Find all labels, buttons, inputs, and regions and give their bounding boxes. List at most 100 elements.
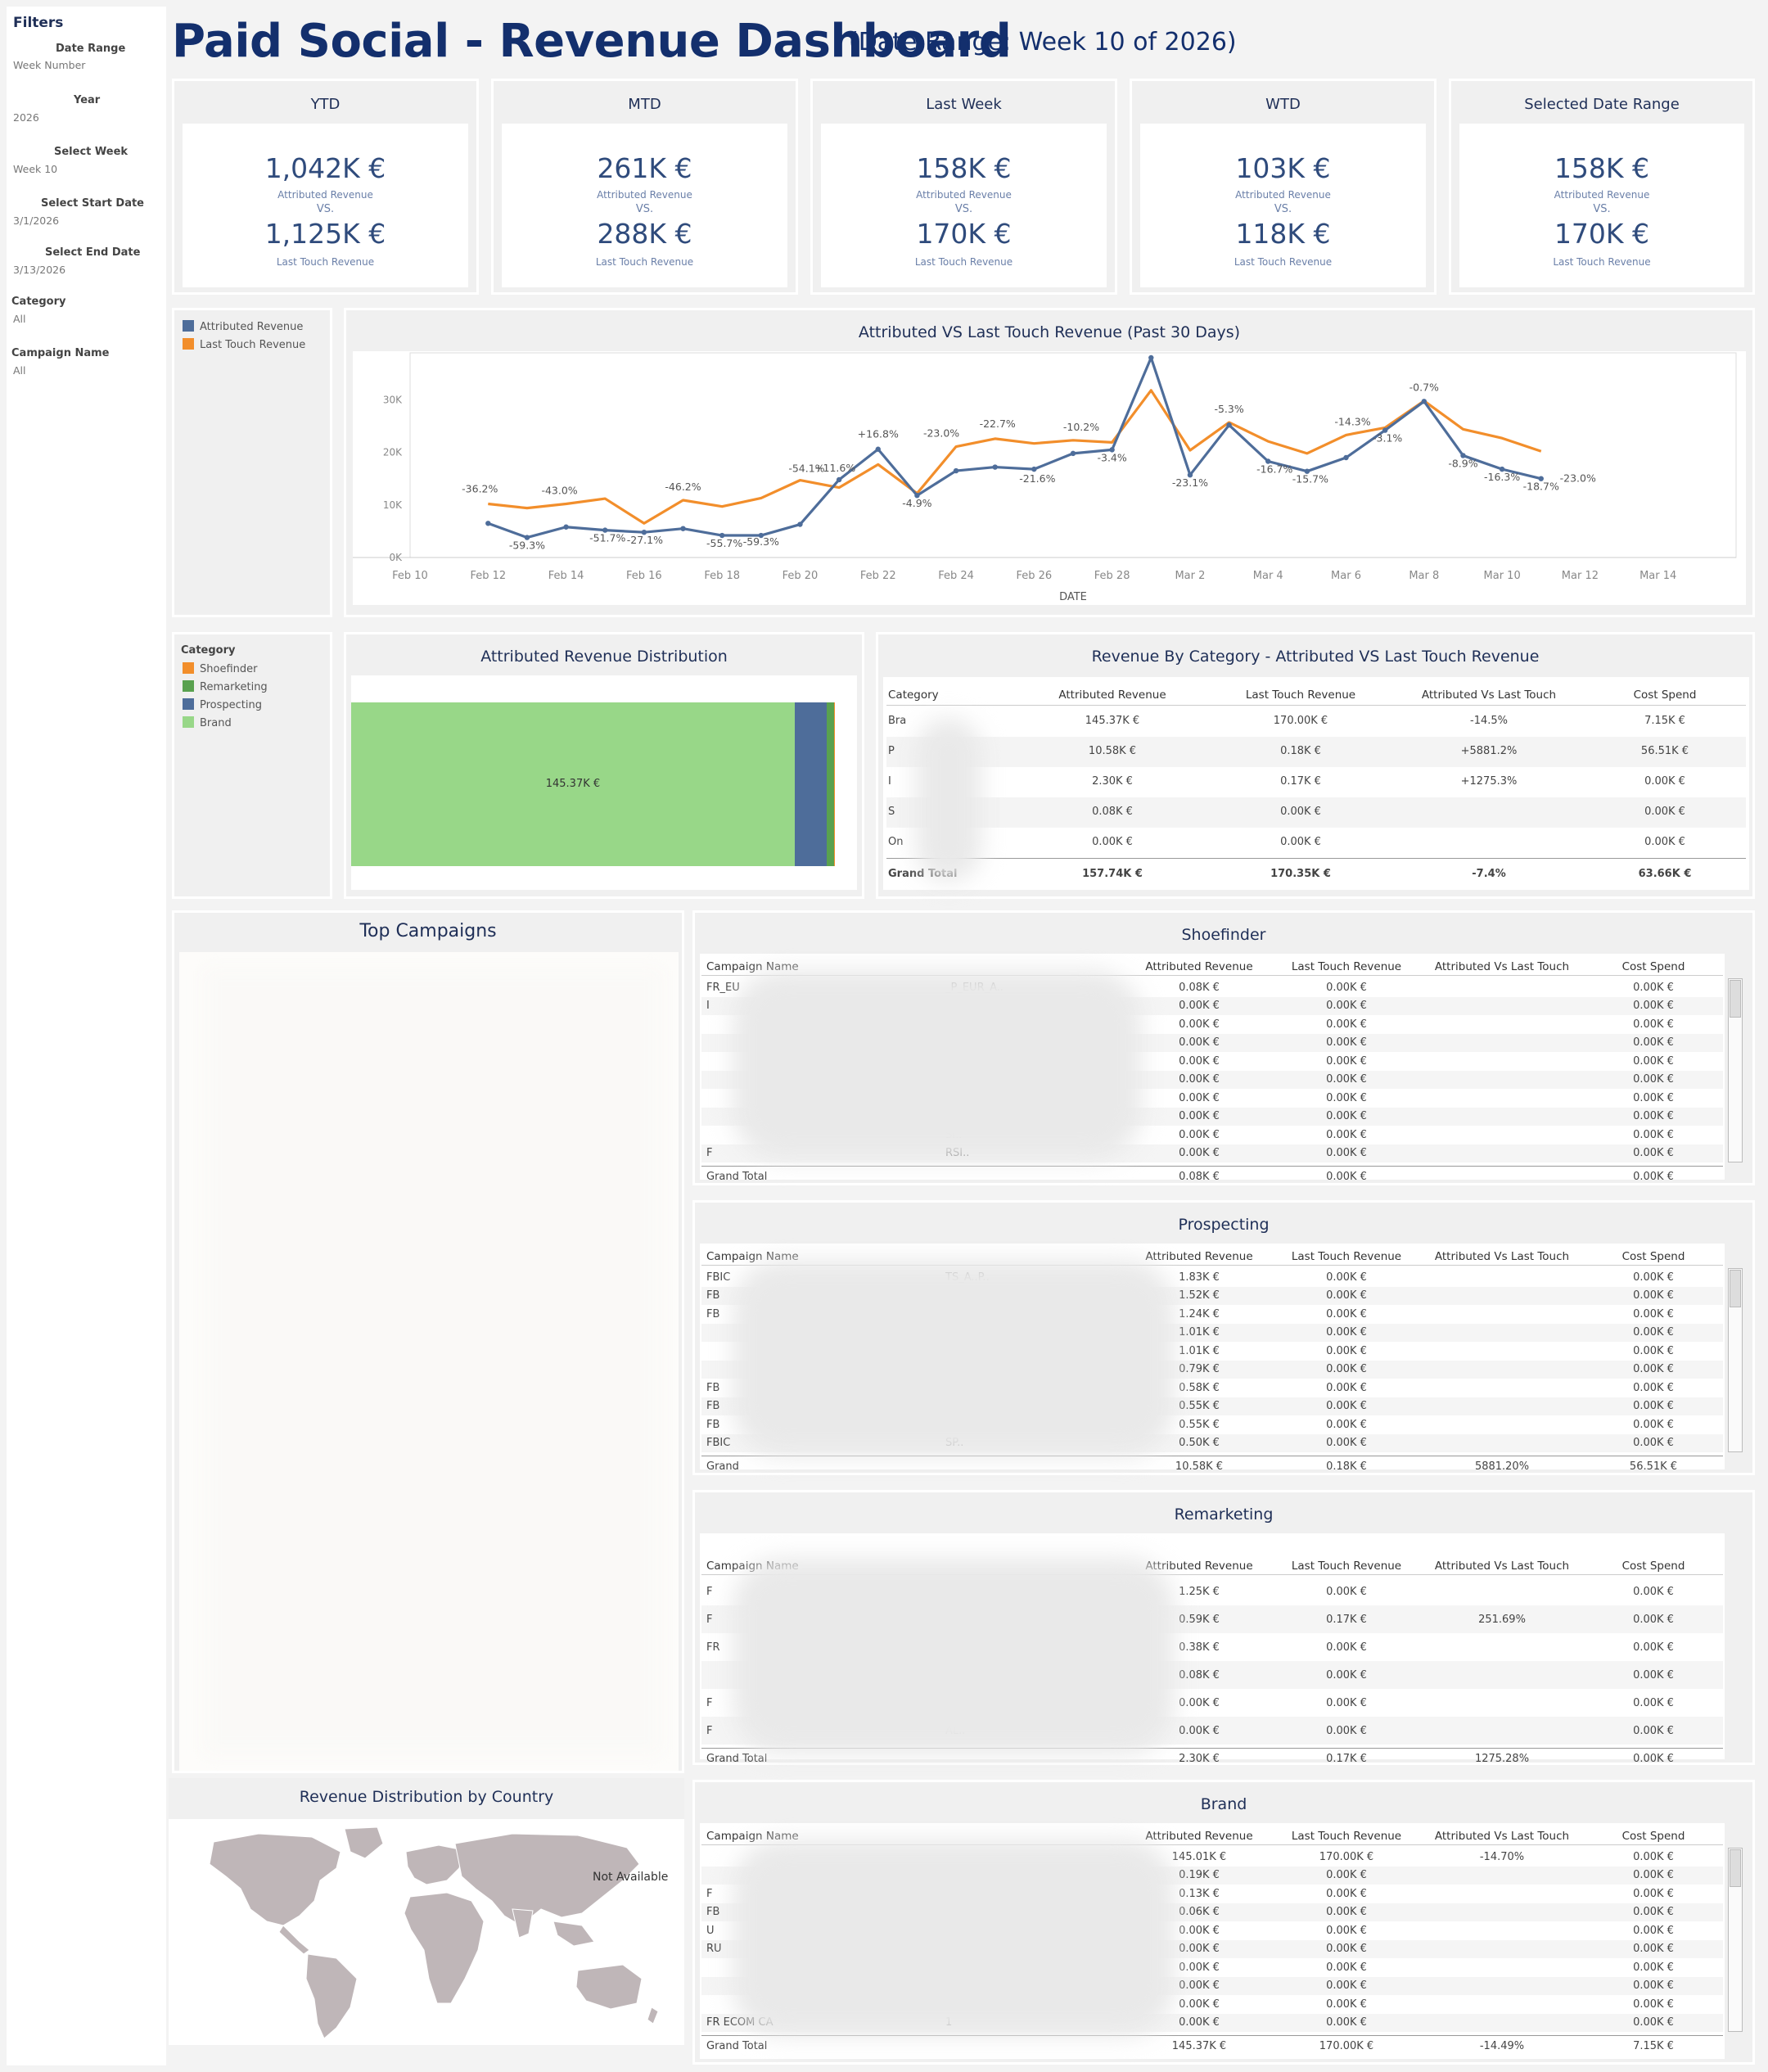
table-cell: F	[706, 1147, 713, 1160]
data-label: -22.7%	[980, 418, 1016, 430]
campaign-table-body: Campaign Name Attributed Revenue Last Touc…	[700, 1533, 1725, 1765]
grand-total-cell: 0.00K €	[1326, 1171, 1367, 1183]
y-tick-label: 0K	[389, 552, 403, 563]
table-cell: 0.00K €	[1633, 1696, 1674, 1709]
data-point	[1070, 450, 1076, 457]
kpi-attributed-label: Attributed Revenue	[1235, 189, 1331, 201]
table-cell: 0.00K €	[1633, 1381, 1674, 1394]
header-divider	[886, 705, 1746, 706]
distribution-segment-shoefinder[interactable]	[833, 702, 835, 866]
total-divider	[701, 2035, 1723, 2036]
distribution-segment-remarketing[interactable]	[827, 702, 834, 866]
table-cell: 0.00K €	[1633, 1641, 1674, 1654]
distribution-bar[interactable]: 145.37K €	[351, 702, 835, 866]
table-row[interactable]	[886, 797, 1746, 828]
filter-campaign[interactable]: All	[13, 364, 26, 377]
legend-item-shoefinder[interactable]: Shoefinder	[183, 662, 257, 675]
filter-week[interactable]: Week 10	[13, 163, 58, 175]
table-cell: F	[706, 1585, 713, 1598]
kpi-vs-label: VS.	[954, 203, 973, 215]
category-legend-title: Category	[181, 644, 236, 657]
filter-category[interactable]: All	[13, 313, 26, 325]
legend-swatch	[183, 320, 194, 332]
country-map[interactable]: Not Available	[169, 1819, 684, 2045]
table-cell: 2.30K €	[1092, 775, 1133, 788]
column-header: Cost Spend	[1621, 1250, 1685, 1263]
filter-end-date[interactable]: 3/13/2026	[13, 264, 66, 276]
table-row[interactable]	[886, 828, 1746, 858]
table-scrollbar[interactable]	[1728, 978, 1743, 1162]
table-row[interactable]	[886, 706, 1746, 737]
column-header: Category	[888, 688, 939, 702]
dashboard-subtitle: (Date Range: Week 10 of 2026)	[849, 28, 1237, 56]
redacted-area	[733, 1558, 1175, 1754]
campaign-table-prospecting: Prospecting Campaign Name Attributed Reven…	[692, 1200, 1755, 1475]
scrollbar-thumb[interactable]	[1730, 1270, 1741, 1307]
table-cell: 0.00K €	[1326, 1110, 1367, 1123]
kpi-body: 103K € Attributed Revenue VS. 118K € Las…	[1140, 124, 1426, 287]
kpi-attributed-label: Attributed Revenue	[916, 189, 1012, 201]
distribution-segment-prospecting[interactable]	[794, 702, 828, 866]
data-label: -27.1%	[627, 534, 663, 546]
x-tick-label: Mar 10	[1484, 570, 1521, 582]
table-cell: 0.00K €	[1633, 1307, 1674, 1320]
table-cell: 1.01K €	[1179, 1326, 1220, 1339]
legend-item-prospecting[interactable]: Prospecting	[183, 698, 262, 711]
legend-label: Last Touch Revenue	[200, 339, 306, 351]
data-label: -59.3%	[743, 535, 779, 548]
redacted-area	[204, 968, 662, 1754]
table-cell: 0.00K €	[1633, 1073, 1674, 1086]
filter-year[interactable]: 2026	[13, 111, 39, 124]
distribution-segment-brand[interactable]: 145.37K €	[351, 702, 795, 866]
scrollbar-thumb[interactable]	[1730, 1849, 1741, 1887]
table-cell: P	[888, 745, 895, 757]
table-cell: 0.58K €	[1179, 1381, 1220, 1394]
kpi-last-touch-label: Last Touch Revenue	[276, 256, 375, 268]
table-cell: 170.00K €	[1319, 1850, 1374, 1863]
header-divider	[701, 1265, 1723, 1266]
legend-label: Shoefinder	[200, 663, 258, 675]
europe-shape	[405, 1844, 464, 1885]
data-point	[641, 529, 647, 535]
line-chart[interactable]: 0K 10K 20K 30K Feb 10 Feb 12 Feb 14 Feb 16 Feb 1…	[353, 338, 1746, 605]
table-scrollbar[interactable]	[1728, 1848, 1743, 2032]
column-header: Cost Spend	[1633, 688, 1697, 702]
data-point	[719, 532, 725, 539]
table-cell: 0.00K €	[1179, 1036, 1220, 1050]
campaign-table-body: Campaign Name Attributed Revenue Last Touc…	[700, 1823, 1725, 2059]
legend-item-brand[interactable]: Brand	[183, 716, 232, 729]
kpi-title: YTD	[310, 96, 341, 113]
southeast-asia-shape	[552, 1921, 595, 1947]
table-cell: F	[706, 1724, 713, 1737]
column-header: Cost Spend	[1621, 1830, 1685, 1843]
table-row[interactable]	[886, 737, 1746, 767]
x-tick-label: Feb 20	[783, 570, 819, 582]
kpi-title: Selected Date Range	[1524, 96, 1680, 113]
table-cell: I	[706, 1000, 710, 1013]
distribution-label: 145.37K €	[545, 778, 601, 790]
table-row[interactable]	[886, 767, 1746, 797]
grand-total-cell: 56.51K €	[1629, 1460, 1678, 1473]
data-label: -3.1%	[1373, 432, 1402, 445]
grand-total-cell: 0.00K €	[1633, 1171, 1674, 1183]
scrollbar-thumb[interactable]	[1730, 980, 1741, 1018]
data-label: -8.9%	[1448, 457, 1477, 469]
top-campaigns-treemap[interactable]	[179, 952, 679, 1771]
table-cell: 7.15K €	[1644, 715, 1685, 727]
table-cell: U	[706, 1924, 715, 1937]
kpi-body: 261K € Attributed Revenue VS. 288K € Las…	[502, 124, 787, 287]
filter-start-date[interactable]: 3/1/2026	[13, 214, 60, 227]
table-cell: 0.38K €	[1179, 1641, 1220, 1654]
filter-label-week: Select Week	[54, 146, 129, 158]
legend-item-remarketing[interactable]: Remarketing	[183, 680, 268, 693]
africa-shape	[404, 1892, 485, 2004]
grand-total-cell: 0.00K €	[1633, 1753, 1674, 1765]
data-point	[1304, 468, 1310, 474]
legend-item-last-touch[interactable]: Last Touch Revenue	[183, 338, 305, 351]
kpi-title: MTD	[628, 96, 661, 113]
filter-date-range[interactable]: Week Number	[13, 59, 86, 71]
table-scrollbar[interactable]	[1728, 1268, 1743, 1452]
total-divider	[701, 1166, 1723, 1167]
table-cell: 0.00K €	[1326, 1018, 1367, 1031]
legend-item-attributed[interactable]: Attributed Revenue	[183, 320, 303, 333]
